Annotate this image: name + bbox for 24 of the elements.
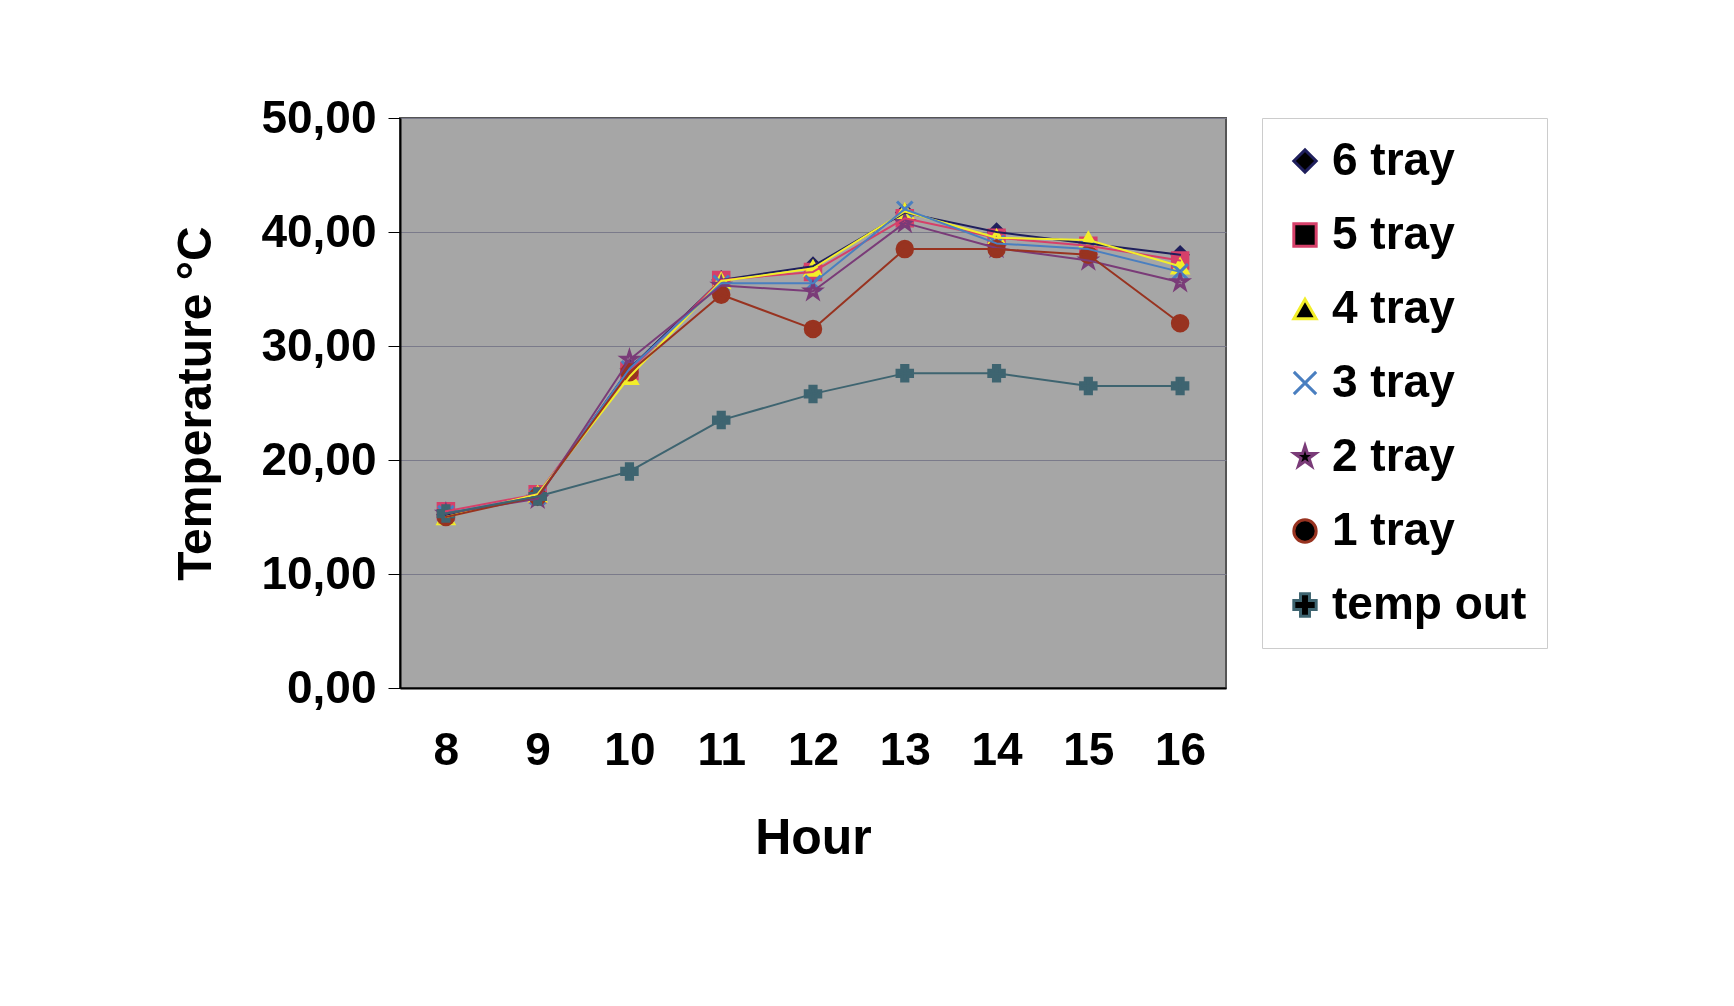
x-tick-label: 8 bbox=[433, 722, 460, 775]
legend-label: 1 tray bbox=[1332, 503, 1456, 555]
x-tick-label: 13 bbox=[879, 722, 931, 775]
legend-label: 4 tray bbox=[1332, 281, 1456, 333]
y-tick-label: 10,00 bbox=[261, 546, 377, 599]
y-tick-label: 50,00 bbox=[261, 90, 377, 143]
legend-label: 6 tray bbox=[1332, 133, 1456, 185]
x-tick-label: 15 bbox=[1063, 722, 1115, 775]
y-tick-label: 40,00 bbox=[261, 204, 377, 257]
legend-label: 3 tray bbox=[1332, 355, 1456, 407]
x-tick-label: 11 bbox=[697, 722, 747, 775]
legend-label: 2 tray bbox=[1332, 429, 1456, 481]
legend-label: 5 tray bbox=[1332, 207, 1456, 259]
x-tick-label: 9 bbox=[525, 722, 551, 775]
x-tick-label: 14 bbox=[971, 722, 1024, 775]
x-axis-title: Hour bbox=[755, 808, 872, 865]
legend-label: temp out bbox=[1332, 577, 1527, 629]
y-tick-label: 20,00 bbox=[261, 432, 377, 485]
y-axis-title: Temperature °C bbox=[168, 226, 222, 581]
y-tick-label: 30,00 bbox=[261, 318, 377, 371]
x-tick-label: 12 bbox=[787, 722, 840, 775]
x-tick-label: 16 bbox=[1155, 722, 1207, 775]
y-tick-label: 0,00 bbox=[286, 660, 377, 713]
x-tick-label: 10 bbox=[604, 722, 656, 775]
